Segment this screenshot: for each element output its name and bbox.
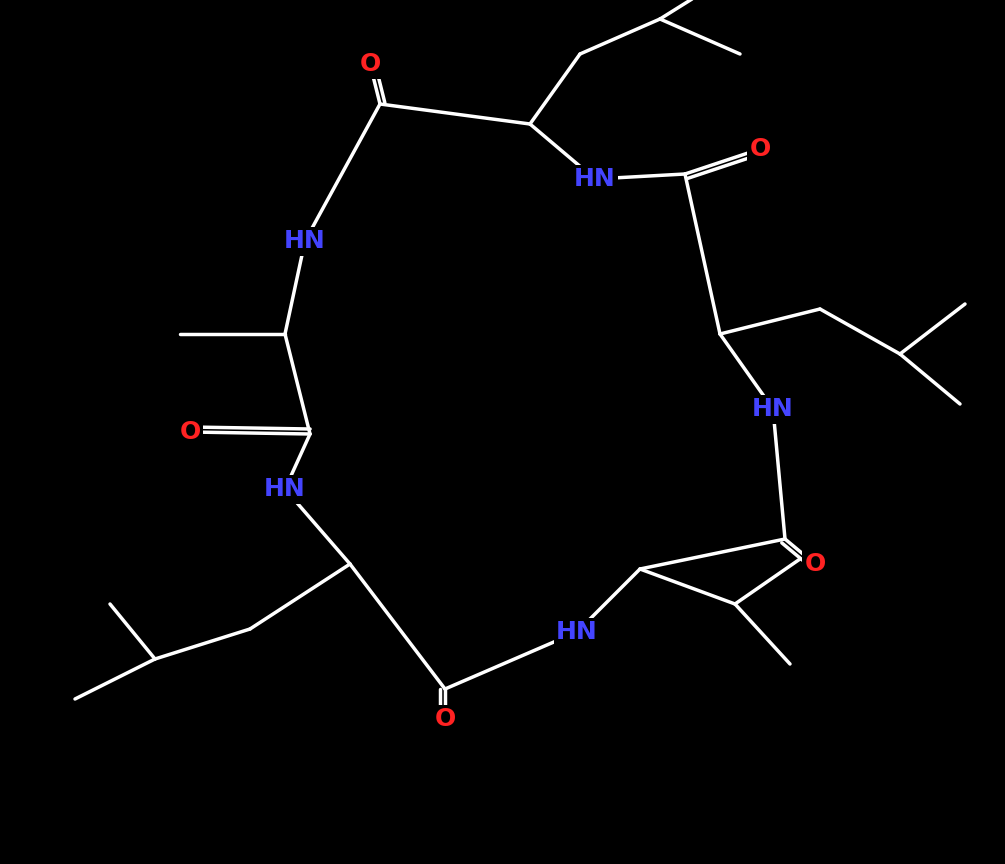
Text: O: O: [804, 552, 826, 576]
Text: HN: HN: [752, 397, 794, 421]
Text: HN: HN: [574, 167, 616, 191]
Text: HN: HN: [264, 477, 306, 501]
Text: O: O: [434, 707, 455, 731]
Text: O: O: [179, 420, 201, 444]
Text: HN: HN: [556, 620, 598, 644]
Text: HN: HN: [284, 229, 326, 253]
Text: O: O: [360, 52, 381, 76]
Text: O: O: [750, 137, 771, 161]
